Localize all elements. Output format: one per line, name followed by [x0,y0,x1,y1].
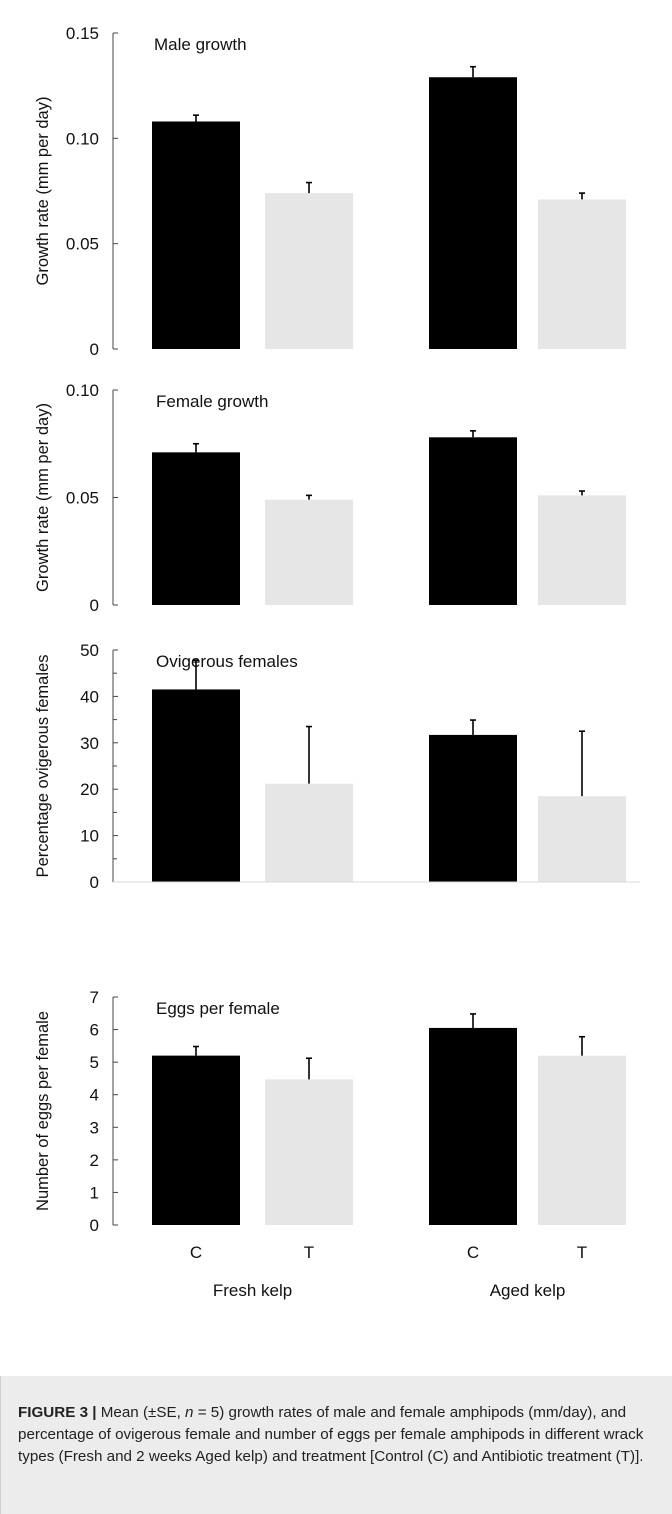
y-tick-label: 10 [80,827,99,846]
y-tick-label: 4 [90,1086,99,1105]
y-tick-label: 0 [90,340,99,359]
caption-n-symbol: n [185,1404,194,1421]
caption-label: FIGURE 3 | [18,1404,97,1421]
y-tick-label: 40 [80,687,99,706]
y-tick-label: 20 [80,780,99,799]
bar-treatment [265,193,353,349]
caption-text-after: = 5) growth rates of male and female amp… [18,1404,644,1465]
chart-title: Female growth [156,392,268,411]
chart-title: Ovigerous females [156,652,298,671]
bar-control [152,452,240,605]
x-group-label: Fresh kelp [213,1281,292,1300]
figure-caption: FIGURE 3 | Mean (±SE, n = 5) growth rate… [0,1376,672,1514]
x-tick-label: C [190,1243,202,1262]
y-tick-label: 0 [90,596,99,615]
y-axis-label: Percentage ovigerous females [34,655,52,878]
bar-control [429,77,517,350]
y-tick-label: 2 [90,1151,99,1170]
x-tick-label: C [467,1243,479,1262]
caption-border [0,1376,1,1514]
bar-treatment [538,1055,626,1225]
y-tick-label: 6 [90,1021,99,1040]
y-tick-label: 0.05 [66,489,99,508]
y-tick-label: 0 [90,873,99,892]
caption-text: FIGURE 3 | Mean (±SE, n = 5) growth rate… [18,1402,658,1468]
chart-title: Eggs per female [156,999,280,1018]
bar-treatment [538,199,626,349]
y-tick-label: 0.05 [66,235,99,254]
y-tick-label: 3 [90,1118,99,1137]
y-tick-label: 30 [80,734,99,753]
x-group-label: Aged kelp [490,1281,566,1300]
bar-control [429,437,517,605]
y-tick-label: 0 [90,1216,99,1235]
y-tick-label: 5 [90,1053,99,1072]
chart-title: Male growth [154,35,247,54]
bar-control [429,734,517,882]
y-tick-label: 0.10 [66,381,99,400]
bar-treatment [265,783,353,882]
y-tick-label: 0.15 [66,24,99,43]
bar-control [429,1027,517,1225]
y-axis-label: Growth rate (mm per day) [34,97,52,286]
y-tick-label: 0.10 [66,129,99,148]
y-tick-label: 1 [90,1183,99,1202]
bar-control [152,689,240,882]
bar-treatment [265,499,353,605]
x-tick-label: T [304,1243,314,1262]
y-tick-label: 50 [80,641,99,660]
bar-control [152,121,240,349]
bar-treatment [265,1079,353,1225]
x-tick-label: T [577,1243,587,1262]
figure-panels: 0 0.05 0.10 0.15 Growth rate (mm per day) Mal… [34,24,640,1300]
y-tick-label: 7 [90,988,99,1007]
y-axis-label: Number of eggs per female [34,1011,52,1211]
bar-treatment [538,495,626,605]
y-axis-label: Growth rate (mm per day) [34,403,52,592]
caption-text-before: Mean (±SE, [96,1404,186,1421]
bar-treatment [538,796,626,882]
bar-control [152,1055,240,1225]
